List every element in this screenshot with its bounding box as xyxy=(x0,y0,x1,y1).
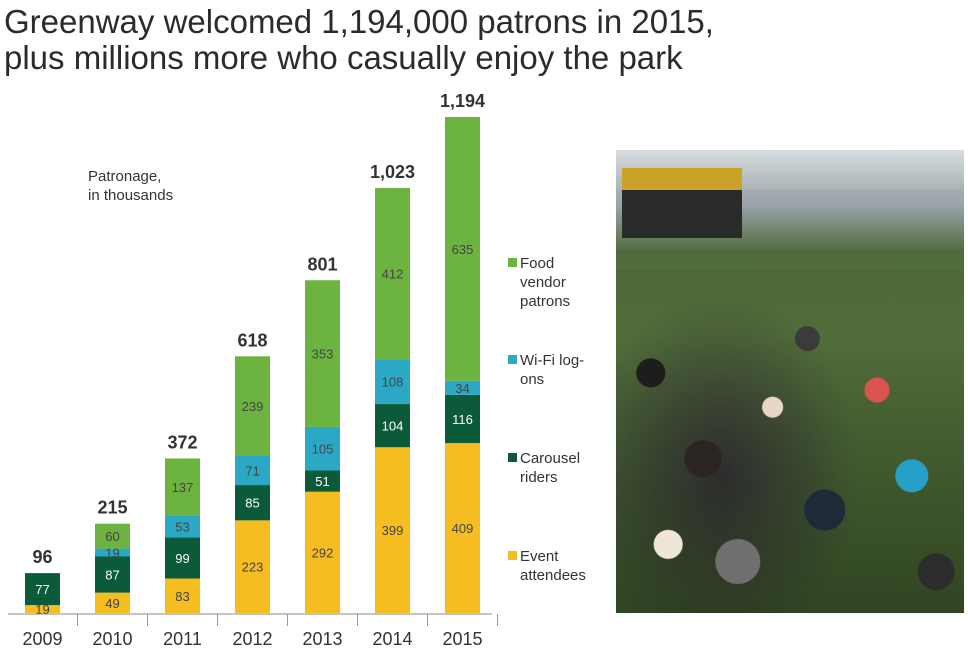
legend-swatch xyxy=(508,258,517,267)
bar-value-label: 105 xyxy=(312,442,334,457)
legend-swatch xyxy=(508,551,517,560)
bar-value-label: 77 xyxy=(35,582,49,597)
legend-swatch xyxy=(508,453,517,462)
bar-segment xyxy=(445,117,480,381)
bar-value-label: 71 xyxy=(245,463,259,478)
legend-label: Food xyxy=(520,255,554,272)
photo-stage-banner xyxy=(622,168,742,190)
bar-value-label: 99 xyxy=(175,551,189,566)
x-tick-label: 2009 xyxy=(22,629,62,649)
bar-value-label: 104 xyxy=(382,419,404,434)
bar-value-label: 292 xyxy=(312,545,334,560)
bar-segment xyxy=(235,455,270,486)
bar-value-label: 399 xyxy=(382,523,404,538)
bar-value-label: 137 xyxy=(172,480,194,495)
bar-segment xyxy=(375,359,410,405)
x-tick-label: 2010 xyxy=(92,629,132,649)
x-tick-label: 2013 xyxy=(302,629,342,649)
bar-segment xyxy=(25,573,60,606)
bar-value-label: 239 xyxy=(242,399,264,414)
chart-note-line: Patronage, xyxy=(88,168,161,185)
legend-label: vendor xyxy=(520,274,566,291)
bar-value-label: 34 xyxy=(455,381,469,396)
bar-value-label: 60 xyxy=(105,529,119,544)
bar-segment xyxy=(165,515,200,538)
bar-value-label: 412 xyxy=(382,267,404,282)
bar-value-label: 116 xyxy=(452,412,473,427)
bar-segment xyxy=(25,605,60,613)
bar-segment xyxy=(305,426,340,471)
bar-segment xyxy=(375,188,410,360)
title-line-2: plus millions more who casually enjoy th… xyxy=(4,39,683,76)
bar-segment xyxy=(375,447,410,613)
photo-crowd xyxy=(616,270,964,613)
bar-value-label: 409 xyxy=(452,521,474,536)
bar-segment xyxy=(95,556,130,593)
bar-value-label: 85 xyxy=(245,496,259,511)
x-tick-label: 2014 xyxy=(372,629,412,649)
bar-segment xyxy=(95,548,130,557)
bar-value-label: 19 xyxy=(105,546,119,561)
bar-total-label: 372 xyxy=(167,432,197,452)
bar-segment xyxy=(95,592,130,613)
title-line-1: Greenway welcomed 1,194,000 patrons in 2… xyxy=(4,3,714,40)
legend-label: patrons xyxy=(520,293,570,310)
legend-label: Wi-Fi log- xyxy=(520,352,584,369)
bar-value-label: 53 xyxy=(175,519,189,534)
bar-segment xyxy=(445,380,480,395)
x-tick-label: 2012 xyxy=(232,629,272,649)
legend-label: Carousel xyxy=(520,450,580,467)
x-tick-label: 2015 xyxy=(442,629,482,649)
bar-segment xyxy=(445,394,480,444)
bar-segment xyxy=(235,485,270,521)
legend-swatch xyxy=(508,355,517,364)
bar-segment xyxy=(445,443,480,613)
bar-value-label: 223 xyxy=(242,560,264,575)
bar-value-label: 87 xyxy=(105,568,119,583)
bar-segment xyxy=(305,470,340,492)
event-crowd-photo xyxy=(616,150,964,613)
x-tick-label: 2011 xyxy=(163,629,202,649)
bar-segment xyxy=(165,458,200,516)
bar-total-label: 215 xyxy=(97,498,127,518)
bar-total-label: 1,023 xyxy=(370,162,415,182)
legend-label: Event xyxy=(520,548,559,565)
bar-segment xyxy=(95,523,130,549)
bar-segment xyxy=(375,404,410,448)
legend-label: ons xyxy=(520,371,544,388)
bar-value-label: 635 xyxy=(452,242,474,257)
bar-total-label: 618 xyxy=(237,330,267,350)
bar-value-label: 19 xyxy=(35,602,49,617)
bar-total-label: 96 xyxy=(32,547,52,567)
legend-label: attendees xyxy=(520,567,586,584)
bar-value-label: 51 xyxy=(315,474,329,489)
bar-value-label: 353 xyxy=(312,347,334,362)
bar-value-label: 49 xyxy=(105,596,119,611)
legend-label: riders xyxy=(520,469,558,486)
bar-value-label: 108 xyxy=(382,375,404,390)
bar-value-label: 83 xyxy=(175,589,189,604)
chart-title: Greenway welcomed 1,194,000 patrons in 2… xyxy=(4,4,964,76)
bar-total-label: 1,194 xyxy=(440,91,485,111)
chart-note-line: in thousands xyxy=(88,187,173,204)
bar-total-label: 801 xyxy=(307,254,337,274)
bar-segment xyxy=(165,537,200,579)
bar-segment xyxy=(305,491,340,613)
bar-segment xyxy=(165,578,200,613)
bar-segment xyxy=(235,356,270,456)
bar-segment xyxy=(305,280,340,427)
bar-segment xyxy=(235,520,270,613)
